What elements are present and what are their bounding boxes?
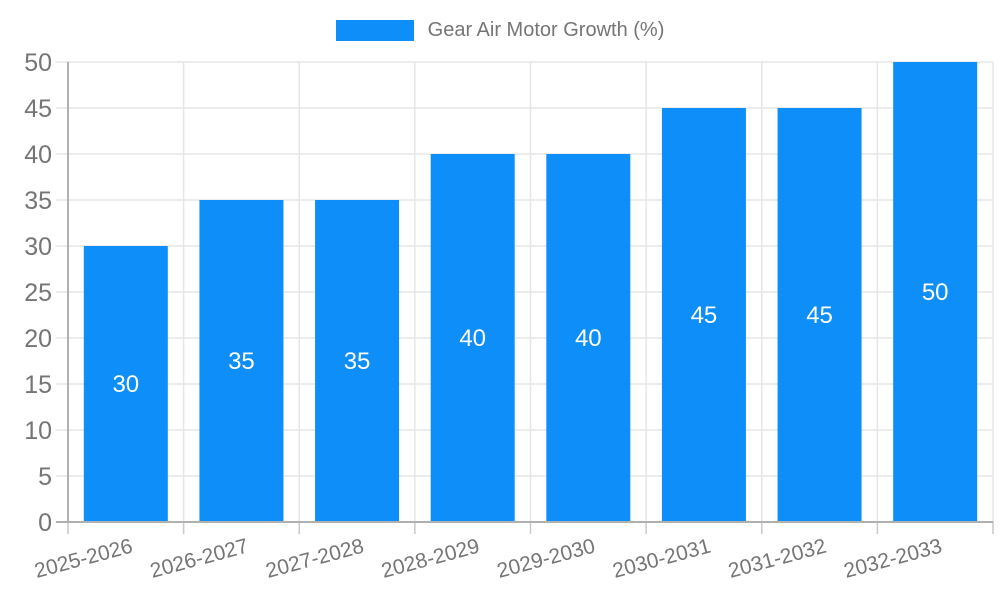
y-axis-tick-label: 30 <box>24 233 52 261</box>
x-axis-tick-label: 2032-2033 <box>842 535 945 583</box>
y-axis-tick-label: 10 <box>24 417 52 445</box>
bar[interactable] <box>661 108 746 522</box>
y-axis-tick-label: 35 <box>24 187 52 215</box>
bar-value-label: 35 <box>344 348 371 375</box>
bar-value-label: 45 <box>806 302 833 329</box>
x-axis-tick-label: 2028-2029 <box>379 535 482 583</box>
bar-value-label: 40 <box>575 325 602 352</box>
x-axis-tick-label: 2029-2030 <box>495 535 598 583</box>
y-axis-tick-label: 25 <box>24 279 52 307</box>
x-axis-tick-label: 2031-2032 <box>726 535 829 583</box>
x-axis-tick-label: 2030-2031 <box>610 535 713 583</box>
legend-swatch <box>335 20 414 41</box>
x-axis-tick-label: 2027-2028 <box>263 535 366 583</box>
bar[interactable] <box>430 154 515 522</box>
bar[interactable] <box>777 108 862 522</box>
legend-label: Gear Air Motor Growth (%) <box>427 19 665 41</box>
bar[interactable] <box>893 62 978 522</box>
bar-value-label: 30 <box>112 371 139 398</box>
bar[interactable] <box>546 154 631 522</box>
y-axis-tick-label: 0 <box>38 509 52 537</box>
bar[interactable] <box>315 200 400 522</box>
x-axis-tick-label: 2026-2027 <box>148 535 251 583</box>
y-axis-tick-label: 40 <box>24 141 52 169</box>
y-axis-tick-label: 15 <box>24 371 52 399</box>
legend[interactable]: Gear Air Motor Growth (%) <box>0 20 1000 41</box>
y-axis-tick-label: 5 <box>38 463 52 491</box>
y-axis-tick-label: 50 <box>24 49 52 77</box>
bar-value-label: 40 <box>459 325 486 352</box>
x-axis-tick-label: 2025-2026 <box>32 535 135 583</box>
bar[interactable] <box>83 246 168 522</box>
bar[interactable] <box>199 200 284 522</box>
bar-value-label: 45 <box>691 302 718 329</box>
y-axis-tick-label: 20 <box>24 325 52 353</box>
bar-value-label: 35 <box>228 348 255 375</box>
y-axis-tick-label: 45 <box>24 95 52 123</box>
bar-value-label: 50 <box>922 279 949 306</box>
